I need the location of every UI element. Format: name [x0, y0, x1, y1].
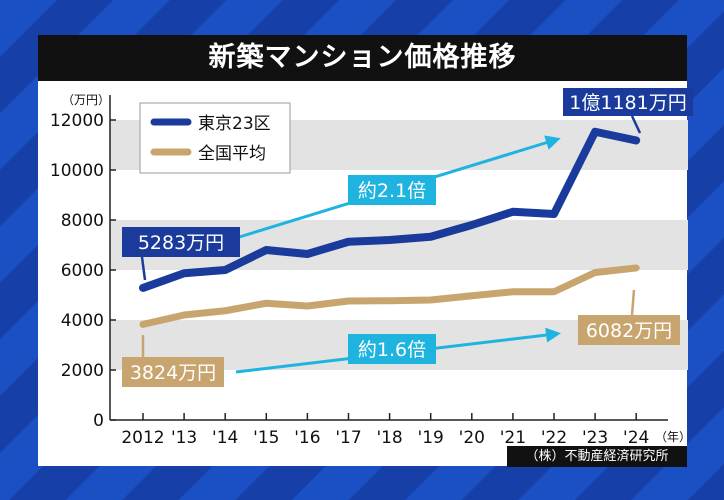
y-tick-label: 2000 — [61, 361, 104, 381]
legend-label: 東京23区 — [198, 114, 271, 134]
source-credit: （株）不動産経済研究所 — [507, 446, 687, 467]
tokyo-end-label-pointer — [630, 115, 642, 134]
y-tick-label: 4000 — [61, 311, 104, 331]
national-end-label: 6082万円 — [586, 320, 672, 342]
tokyo-ratio-label-box — [348, 175, 436, 205]
x-tick-label: 2012 — [121, 428, 164, 448]
national-start-label-box — [122, 357, 224, 387]
x-tick-label: '18 — [376, 428, 402, 448]
tokyo-end-label: 1億1181万円 — [569, 92, 686, 114]
y-tick-label: 10000 — [50, 161, 104, 181]
y-tick-label: 12000 — [50, 111, 104, 131]
x-tick-label: '16 — [294, 428, 320, 448]
x-tick-label: '22 — [541, 428, 567, 448]
x-tick-label: '15 — [253, 428, 279, 448]
national-end-label-pointer — [630, 289, 636, 316]
national-end-label-box — [578, 315, 680, 345]
legend — [139, 102, 291, 174]
y-tick-label: 6000 — [61, 261, 104, 281]
x-tick-label: '14 — [212, 428, 238, 448]
tokyo-start-label: 5283万円 — [138, 232, 224, 254]
y-axis-unit: （万円） — [62, 93, 110, 107]
x-tick-label: '23 — [582, 428, 608, 448]
x-axis-unit: （年） — [655, 430, 691, 444]
y-tick-label: 8000 — [61, 211, 104, 231]
x-tick-label: '17 — [335, 428, 361, 448]
tokyo-end-label-box — [563, 88, 693, 116]
national-start-label: 3824万円 — [130, 362, 216, 384]
x-tick-label: '20 — [459, 428, 485, 448]
x-tick-label: '19 — [418, 428, 444, 448]
x-tick-label: '13 — [171, 428, 197, 448]
tokyo-ratio-label: 約2.1倍 — [358, 180, 426, 202]
series-line-national — [139, 264, 640, 328]
tokyo-start-label-pointer — [140, 256, 147, 281]
legend-label: 全国平均 — [198, 144, 266, 164]
x-tick-label: '24 — [623, 428, 649, 448]
national-ratio-label: 約1.6倍 — [358, 339, 426, 361]
y-tick-label: 0 — [93, 411, 104, 431]
tokyo-start-label-box — [122, 227, 240, 257]
national-ratio-label-box — [348, 334, 436, 364]
chart-title: 新築マンション価格推移 — [38, 35, 687, 81]
x-tick-label: '21 — [500, 428, 526, 448]
